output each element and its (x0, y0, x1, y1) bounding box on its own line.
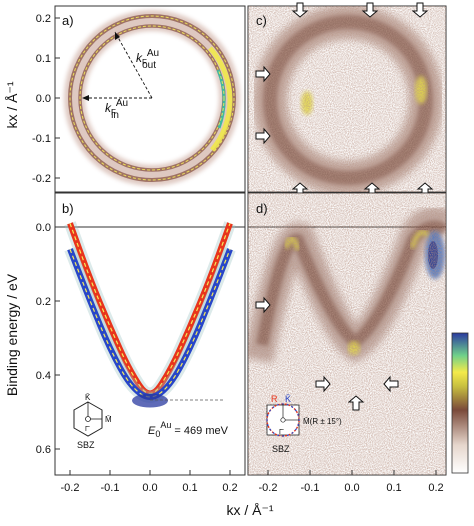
panel-a-label: a) (62, 13, 74, 28)
kf-out-arrow (114, 31, 153, 99)
xtick-label: -0.2 (61, 482, 80, 494)
arrow-marker-icon (347, 395, 365, 411)
ytick-label: 0.4 (36, 370, 51, 382)
panel-c-label: c) (256, 13, 267, 28)
kf-out-label: kFAu out (136, 48, 159, 71)
sbz-m-annotation: M̄(R ± 15°) (303, 417, 342, 426)
sbz-inset-d: R K̄ Γ̄ M̄(R ± 15°) SBZ (266, 394, 342, 454)
arrow-marker-icon (361, 2, 379, 18)
sbz-label-d: SBZ (272, 444, 290, 454)
xtick-label: 0.2 (428, 482, 443, 494)
e0-annotation: E0Au = 469 meV (148, 420, 229, 439)
xtick-label: 0.0 (344, 482, 359, 494)
arrow-marker-icon (255, 65, 271, 83)
band-bottom-intensity (132, 393, 168, 408)
arrow-marker-icon (291, 2, 309, 18)
arrow-marker-icon (315, 375, 331, 393)
sbz-kd-point: K̄ (285, 394, 291, 404)
panel-d-label: d) (256, 201, 268, 216)
panel-a: a) kFAu out kFAu in 0.2 0.1 0.0 -0.1 -0.2 (32, 5, 246, 193)
panel-c: c) (247, 2, 447, 198)
panel-d: d) R K̄ Γ̄ M̄(R ± 15°) SBZ -0.2 -0.1 0.0 0.… (247, 192, 447, 494)
arrow-marker-icon (411, 2, 429, 18)
xlabel-kx: kx / Å⁻¹ (226, 502, 273, 518)
ytick-label: 0.0 (36, 222, 51, 234)
ylabel-binding-energy: Binding energy / eV (4, 273, 20, 396)
xtick-label: 0.1 (182, 482, 197, 494)
ytick-label: 0.2 (36, 13, 51, 25)
ytick-label: -0.1 (32, 133, 51, 145)
arrow-marker-icon (383, 375, 399, 393)
panel-b-ticks: 0.0 0.2 0.4 0.6 -0.2 -0.1 0.0 0.1 0.2 (36, 222, 238, 494)
panel-b: b) E0Au = 469 meV K̄ M̄ Γ̄ SBZ 0.0 0.2 0.4… (36, 192, 246, 494)
band-fit-inner (69, 248, 231, 398)
xtick-label: -0.1 (101, 482, 120, 494)
sbz-gamma-point: Γ̄ (85, 426, 90, 433)
sbz-k-point: K̄ (85, 393, 91, 402)
xtick-label: -0.1 (301, 482, 320, 494)
ring-highlight (208, 46, 233, 152)
sbz-label: SBZ (77, 440, 95, 450)
xtick-label: 0.1 (386, 482, 401, 494)
panel-b-label: b) (62, 201, 74, 216)
panel-d-ticks: -0.2 -0.1 0.0 0.1 0.2 (259, 470, 444, 494)
colorbar (451, 332, 469, 474)
ytick-label: 0.0 (36, 93, 51, 105)
xtick-label: 0.0 (142, 482, 157, 494)
sbz-inset-b: K̄ M̄ Γ̄ SBZ (73, 393, 112, 450)
kf-in-label: kFAu in (105, 98, 128, 121)
band-fit-outer (69, 223, 231, 395)
ylabel-kx: kx / Å⁻¹ (4, 81, 20, 128)
ytick-label: 0.2 (36, 296, 51, 308)
band-dispersion (64, 221, 236, 408)
ytick-label: -0.2 (32, 173, 51, 185)
panel-d-arrows (255, 296, 399, 411)
sbz-m-point: M̄ (105, 415, 112, 424)
xtick-label: -0.2 (259, 482, 278, 494)
xtick-label: 0.2 (222, 482, 237, 494)
ytick-label: 0.1 (36, 53, 51, 65)
sbz-hexagon (73, 401, 103, 437)
sbz-r-point: R (271, 394, 278, 404)
panel-a-yticks: 0.2 0.1 0.0 -0.1 -0.2 (32, 13, 60, 185)
ytick-label: 0.6 (36, 444, 51, 456)
arrow-marker-icon (255, 127, 271, 145)
sbz-gamma-point-d: Γ̄ (279, 429, 284, 436)
panel-c-arrows (255, 2, 434, 198)
arrow-marker-icon (255, 296, 271, 314)
